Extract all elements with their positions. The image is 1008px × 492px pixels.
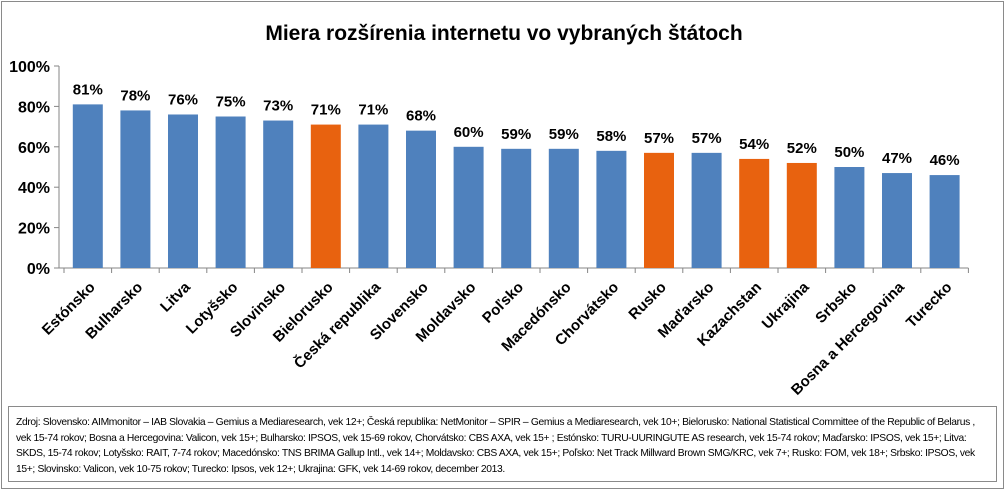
bar-slovinsko bbox=[263, 120, 294, 268]
data-label: 47% bbox=[882, 150, 912, 167]
bar-litva bbox=[168, 114, 198, 268]
y-tick-label: 0% bbox=[27, 261, 50, 278]
data-label: 50% bbox=[834, 144, 864, 161]
data-label: 58% bbox=[596, 128, 626, 145]
data-label: 60% bbox=[454, 124, 484, 141]
bar-ukrajina bbox=[786, 162, 817, 268]
data-label: 46% bbox=[930, 152, 960, 169]
data-label: 71% bbox=[358, 102, 388, 119]
bar-chart: Miera rozšírenia internetu vo vybraných … bbox=[9, 22, 969, 399]
bar-srbsko bbox=[834, 167, 865, 268]
data-label: 54% bbox=[739, 136, 769, 153]
chart-title: Miera rozšírenia internetu vo vybraných … bbox=[265, 22, 742, 45]
data-label: 59% bbox=[501, 126, 531, 143]
y-tick-label: 100% bbox=[9, 59, 50, 76]
bar-turecko bbox=[929, 175, 960, 268]
x-tick-label: Rusko bbox=[625, 279, 669, 323]
x-tick-label: Litva bbox=[157, 278, 194, 315]
bar-macedónsko bbox=[548, 148, 579, 268]
bar-chorvátsko bbox=[596, 150, 627, 268]
x-tick-label: Česká republika bbox=[290, 278, 385, 373]
bar-rusko bbox=[644, 152, 674, 268]
y-tick-label: 80% bbox=[18, 99, 50, 116]
data-label: 81% bbox=[73, 81, 103, 98]
data-label: 59% bbox=[549, 126, 579, 143]
y-tick-label: 60% bbox=[18, 140, 50, 157]
data-label: 57% bbox=[644, 130, 674, 147]
bar-slovensko bbox=[406, 130, 436, 268]
source-footnote: Zdroj: Slovensko: AIMmonitor – IAB Slova… bbox=[8, 406, 997, 482]
data-label: 57% bbox=[692, 130, 722, 147]
x-tick-label: Poľsko bbox=[479, 279, 527, 327]
bar-lotyšsko bbox=[215, 116, 246, 268]
data-label: 73% bbox=[263, 98, 293, 115]
bar-bulharsko bbox=[120, 110, 151, 268]
data-label: 75% bbox=[216, 94, 246, 111]
x-tick-label: Ukrajina bbox=[759, 278, 813, 332]
bar-bosna-a-hercegovina bbox=[882, 173, 912, 268]
data-label: 76% bbox=[168, 91, 198, 108]
data-label: 78% bbox=[120, 87, 150, 104]
bar-estónsko bbox=[72, 104, 103, 268]
data-label: 71% bbox=[311, 102, 341, 119]
bar-kazachstan bbox=[739, 158, 770, 268]
data-label: 52% bbox=[787, 140, 817, 157]
bar-česká-republika bbox=[358, 124, 389, 268]
y-tick-label: 20% bbox=[18, 221, 50, 238]
bar-poľsko bbox=[501, 148, 532, 268]
bar-maďarsko bbox=[691, 152, 722, 268]
x-tick-label: Turecko bbox=[903, 279, 956, 332]
y-tick-label: 40% bbox=[18, 180, 50, 197]
bar-bielorusko bbox=[310, 124, 341, 268]
data-label: 68% bbox=[406, 108, 436, 125]
bar-moldavsko bbox=[453, 146, 484, 268]
x-tick-label: Srbsko bbox=[812, 279, 860, 327]
